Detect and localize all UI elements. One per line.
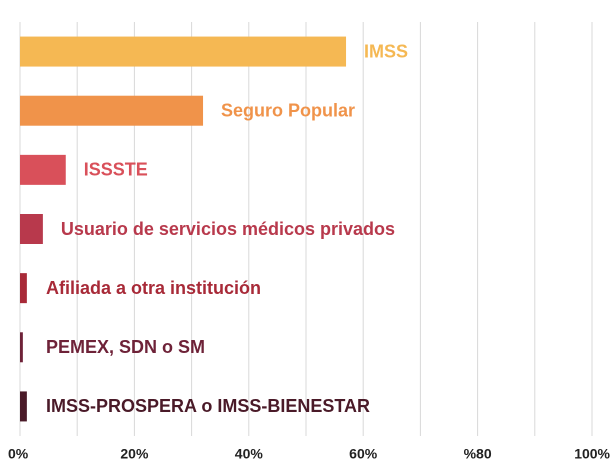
bar [20, 154, 66, 185]
bar [20, 391, 27, 422]
bar-label: Afiliada a otra institución [46, 278, 261, 298]
bar-label: IMSS-PROSPERA o IMSS-BIENESTAR [46, 396, 370, 416]
x-tick-label: 60% [349, 446, 378, 462]
bar [20, 95, 204, 126]
bar [20, 214, 43, 244]
bar-label: IMSS [364, 41, 408, 61]
bar [20, 332, 23, 363]
bar-label: ISSSTE [84, 160, 148, 180]
bar-label: Seguro Popular [221, 100, 355, 120]
x-tick-label: %80 [464, 446, 492, 462]
bar-label: PEMEX, SDN o SM [46, 337, 205, 357]
x-tick-label: 0% [8, 446, 29, 462]
bar [20, 36, 347, 67]
bar [20, 273, 27, 304]
x-tick-label: 40% [235, 446, 264, 462]
bar-label: Usuario de servicios médicos privados [61, 219, 395, 239]
x-tick-label: 100% [574, 446, 610, 462]
x-tick-label: 20% [120, 446, 149, 462]
